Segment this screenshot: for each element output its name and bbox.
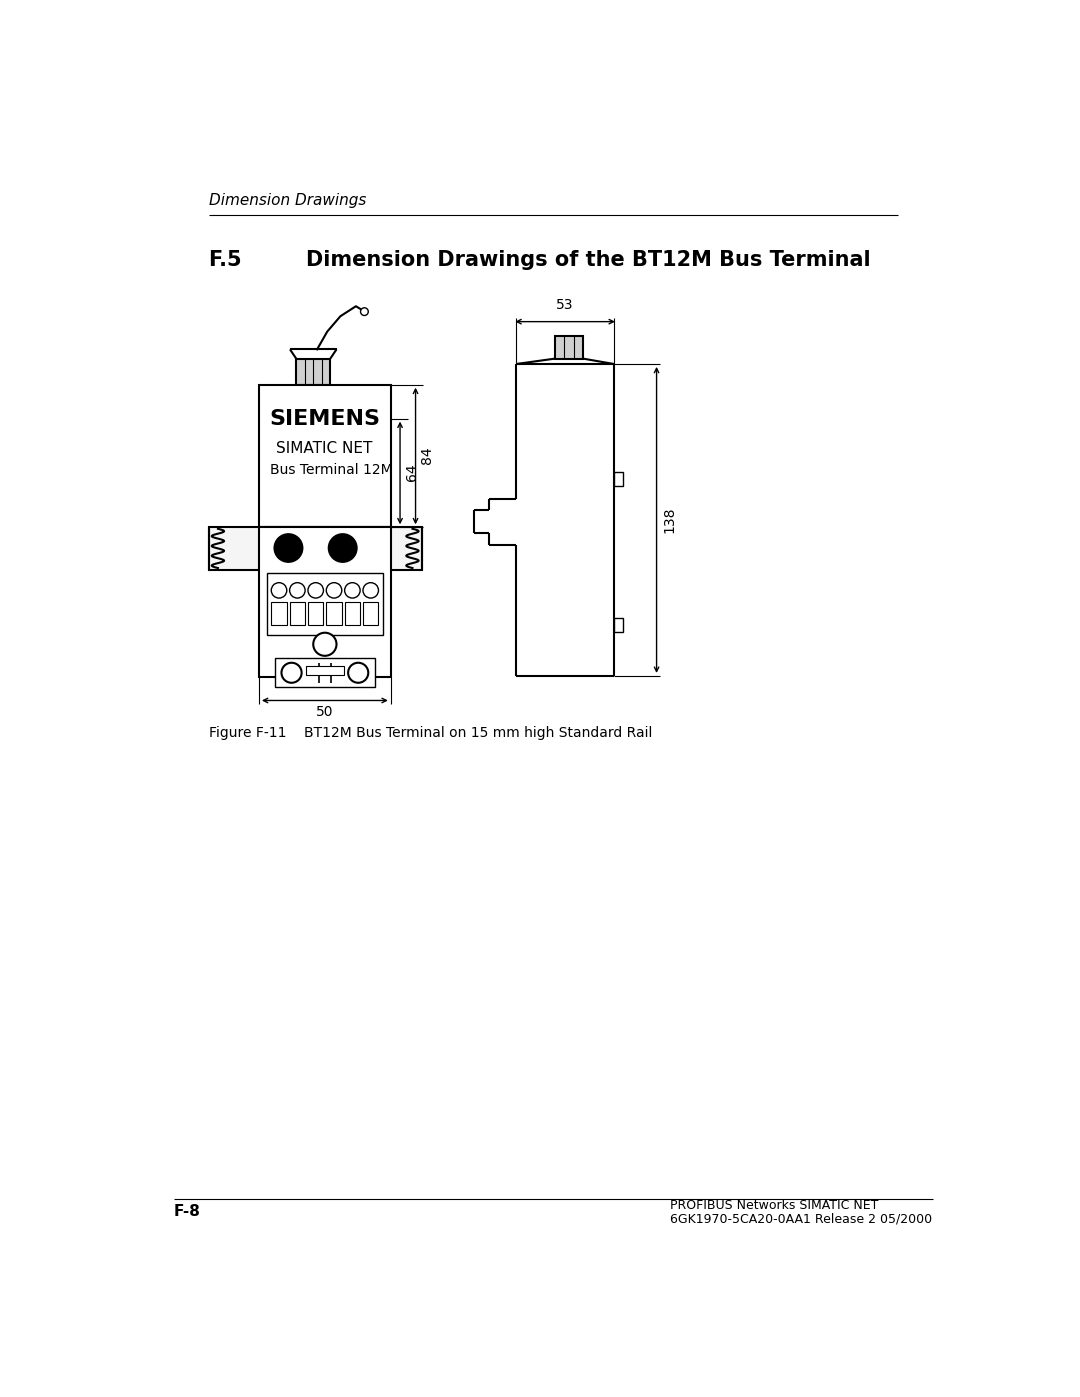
Circle shape	[345, 583, 360, 598]
Bar	[271, 602, 286, 624]
Bar	[267, 573, 383, 636]
Circle shape	[328, 534, 356, 562]
Circle shape	[289, 583, 306, 598]
Text: 138: 138	[663, 506, 677, 532]
Bar	[259, 527, 391, 678]
Bar	[555, 335, 583, 359]
Bar	[274, 658, 375, 687]
Text: F.5: F.5	[208, 250, 242, 270]
Text: Bus Terminal 12M: Bus Terminal 12M	[270, 462, 392, 478]
Text: F-8: F-8	[174, 1204, 201, 1220]
Text: PROFIBUS Networks SIMATIC NET: PROFIBUS Networks SIMATIC NET	[670, 1199, 878, 1211]
Circle shape	[281, 541, 296, 556]
Text: SIMATIC NET: SIMATIC NET	[276, 440, 373, 455]
Text: 64: 64	[405, 464, 419, 482]
Text: SIEMENS: SIEMENS	[270, 409, 381, 429]
Bar	[363, 602, 378, 624]
Circle shape	[348, 662, 368, 683]
Circle shape	[282, 662, 301, 683]
Circle shape	[326, 583, 341, 598]
Text: 50: 50	[316, 705, 334, 719]
Circle shape	[313, 633, 337, 655]
Bar	[326, 602, 341, 624]
Bar	[208, 527, 422, 570]
Bar	[613, 472, 623, 486]
Bar	[296, 359, 330, 384]
Text: Figure F-11    BT12M Bus Terminal on 15 mm high Standard Rail: Figure F-11 BT12M Bus Terminal on 15 mm …	[208, 726, 652, 740]
Circle shape	[274, 534, 302, 562]
Text: 6GK1970-5CA20-0AA1 Release 2 05/2000: 6GK1970-5CA20-0AA1 Release 2 05/2000	[670, 1213, 932, 1225]
Text: Dimension Drawings of the BT12M Bus Terminal: Dimension Drawings of the BT12M Bus Term…	[306, 250, 870, 270]
Bar	[306, 666, 345, 675]
Circle shape	[363, 583, 378, 598]
Text: 84: 84	[420, 447, 434, 464]
Circle shape	[361, 307, 368, 316]
Circle shape	[335, 541, 350, 556]
Circle shape	[271, 583, 287, 598]
Bar	[613, 617, 623, 631]
Circle shape	[308, 583, 323, 598]
Bar	[308, 602, 323, 624]
Bar	[345, 602, 360, 624]
Bar	[289, 602, 305, 624]
Bar	[259, 384, 391, 527]
Text: Dimension Drawings: Dimension Drawings	[208, 193, 366, 208]
Text: 53: 53	[556, 299, 573, 313]
